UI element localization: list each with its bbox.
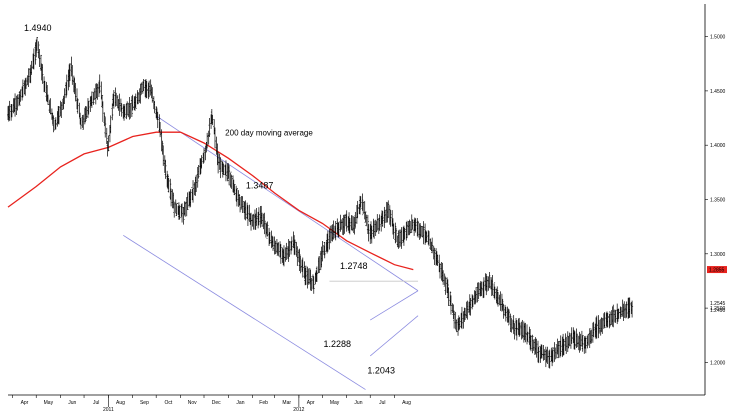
year-label: 2012 (293, 407, 304, 413)
x-tick-label: Aug (116, 400, 125, 406)
x-tick-label: Apr (21, 400, 29, 406)
y-tick-label: 1.4500 (710, 89, 726, 95)
year-label: 2011 (103, 407, 114, 413)
ma-price-label: 1.2855 (709, 268, 725, 274)
channel-line-flag-lower (369, 315, 419, 357)
x-tick-label: Mar (282, 400, 291, 406)
channel-line-flag-upper (370, 290, 419, 321)
x-tick-label: Jan (236, 400, 244, 406)
x-tick-label: Jun (354, 400, 362, 406)
current-price-label-2: 1.2490 (710, 308, 726, 314)
x-tick-label: Dec (212, 400, 221, 406)
x-tick-label: Nov (188, 400, 197, 406)
x-tick-label: Jun (68, 400, 76, 406)
current-price-label: 1.2545 (710, 301, 726, 307)
x-tick-label: Feb (259, 400, 268, 406)
annotation-label: 1.2043 (367, 366, 395, 376)
channel-line-upper (155, 115, 419, 292)
y-tick-label: 1.2500 (710, 306, 726, 312)
annotation-label: 1.4940 (24, 23, 52, 33)
y-tick-label: 1.2000 (710, 360, 726, 366)
y-tick-label: 1.3500 (710, 198, 726, 204)
plot-area: 1.2000 1.2500 1.3000 1.3500 1.4000 1.4500 1.50… (7, 4, 727, 413)
moving-average-label: 200 day moving average (225, 128, 313, 137)
y-tick-label: 1.5000 (710, 35, 726, 41)
y-tick-label: 1.3000 (710, 252, 726, 258)
moving-average-line (7, 131, 414, 271)
x-tick-label: Apr (307, 400, 315, 406)
channel-line-lower (123, 235, 366, 390)
x-tick-label: May (44, 400, 54, 406)
x-tick-label: Aug (402, 400, 411, 406)
annotation-label: 1.2288 (324, 339, 352, 349)
x-tick-label: Oct (164, 400, 172, 406)
annotation-label: 1.3487 (246, 181, 274, 191)
x-tick-label: Jul (93, 400, 99, 406)
y-tick-label: 1.4000 (710, 143, 726, 149)
x-tick-label: Sep (140, 400, 149, 406)
annotation-label: 1.2748 (340, 261, 368, 271)
x-tick-label: May (330, 400, 340, 406)
x-tick-label: Jul (379, 400, 385, 406)
ma-price-box (707, 266, 727, 274)
